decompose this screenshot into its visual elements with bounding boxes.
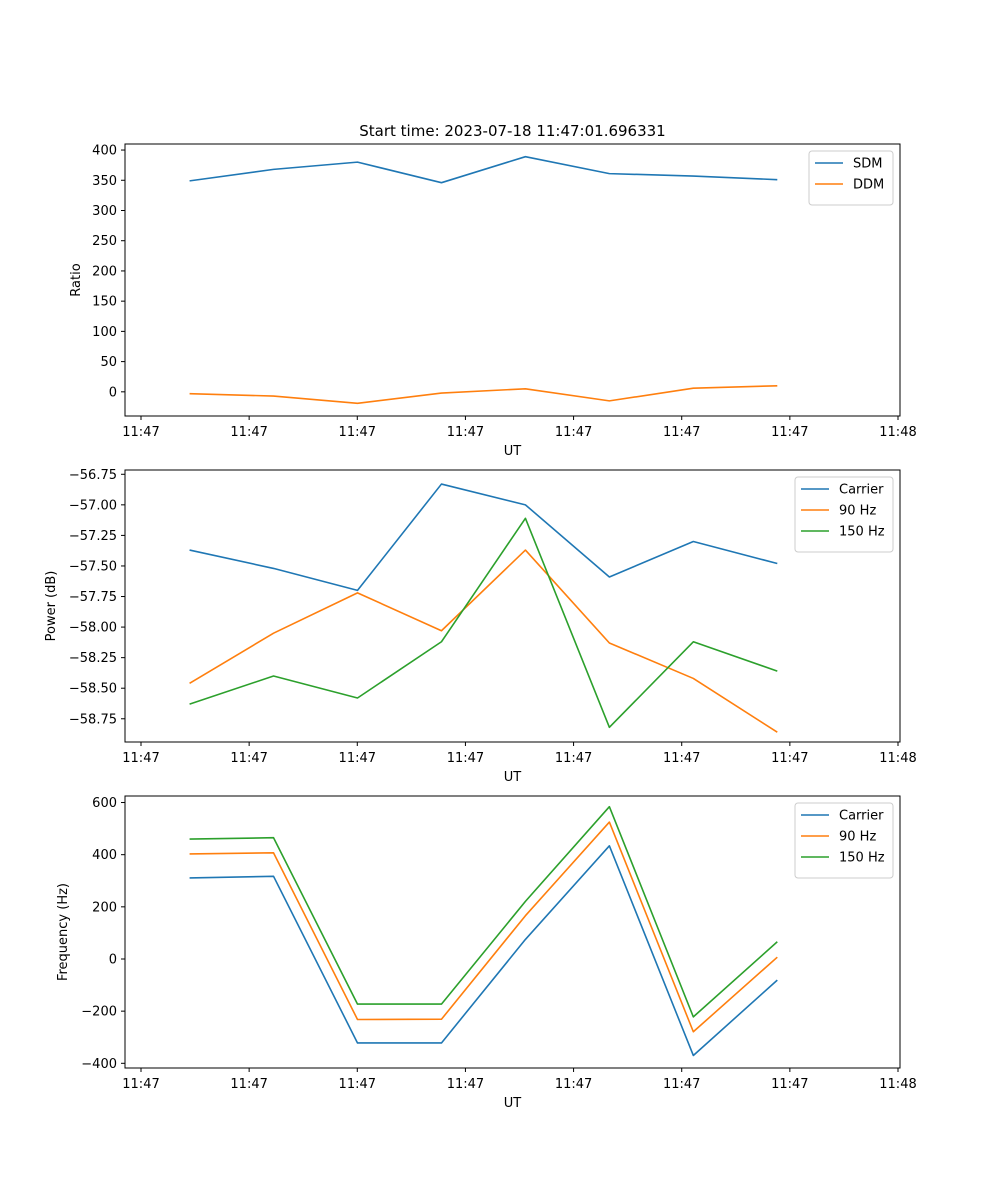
x-tick-label: 11:48 [879, 425, 916, 440]
series-line-ddm [189, 384, 778, 405]
chart-3: 11:47 11:47 11:47 11:47 11:47 11:47 11:47 11:48… [56, 795, 917, 1111]
y-tick-label: 300 [92, 204, 117, 219]
y-tick-label: 50 [100, 355, 117, 370]
legend-label: SDM [853, 157, 882, 172]
y-tick-label: 150 [92, 295, 117, 310]
x-tick-label: 11:47 [122, 1077, 159, 1092]
legend-label: Carrier [839, 809, 884, 824]
x-tick-label: 11:47 [555, 1077, 592, 1092]
y-tick-label: 600 [92, 796, 117, 811]
x-tick-label: 11:47 [122, 425, 159, 440]
y-tick-label: −57.75 [69, 590, 117, 605]
y-tick-label: −58.25 [69, 651, 117, 666]
x-tick-label: 11:47 [230, 751, 267, 766]
x-axis-label: UT [504, 770, 522, 785]
x-tick-label: 11:47 [339, 425, 376, 440]
x-tick-label: 11:47 [447, 1077, 484, 1092]
legend-frame [808, 150, 894, 206]
legend-label: 150 Hz [839, 851, 885, 866]
x-tick-label: 11:47 [663, 1077, 700, 1092]
y-tick-label: −56.75 [69, 468, 117, 483]
legend: Carrier 90 Hz 150 Hz [794, 802, 894, 879]
y-tick-label: 0 [109, 952, 117, 967]
x-tick-label: 11:47 [663, 751, 700, 766]
y-tick-label: −200 [81, 1005, 117, 1020]
legend-label: Carrier [839, 483, 884, 498]
x-tick-label: 11:47 [555, 425, 592, 440]
chart-2: 11:47 11:47 11:47 11:47 11:47 11:47 11:47 11:48… [44, 468, 917, 785]
legend-label: DDM [853, 178, 884, 193]
legend-frame [794, 802, 894, 879]
legend-label: 90 Hz [839, 504, 876, 519]
y-tick-label: 100 [92, 325, 117, 340]
series-line-carrier [189, 845, 778, 1057]
x-tick-label: 11:48 [879, 751, 916, 766]
y-tick-label: 0 [109, 385, 117, 400]
axes-frame [124, 795, 901, 1069]
y-tick-label: −57.00 [69, 498, 117, 513]
y-tick-label: −58.50 [69, 682, 117, 697]
x-tick-label: 11:47 [339, 751, 376, 766]
x-tick-label: 11:47 [771, 1077, 808, 1092]
x-tick-label: 11:48 [879, 1077, 916, 1092]
axes-frame [124, 143, 901, 417]
y-tick-label: 250 [92, 234, 117, 249]
y-tick-label: 350 [92, 174, 117, 189]
x-tick-label: 11:47 [122, 751, 159, 766]
series-line-carrier [189, 483, 778, 592]
series-line-150-hz [189, 805, 778, 1018]
y-tick-label: −400 [81, 1057, 117, 1072]
legend-label: 150 Hz [839, 525, 885, 540]
chart-1: 11:47 11:47 11:47 11:47 11:47 11:47 11:47 11:48… [69, 143, 917, 459]
y-tick-label: 200 [92, 264, 117, 279]
x-tick-label: 11:47 [771, 751, 808, 766]
x-tick-label: 11:47 [339, 1077, 376, 1092]
y-tick-label: 400 [92, 144, 117, 159]
legend-label: 90 Hz [839, 830, 876, 845]
y-axis-label: Ratio [69, 263, 84, 296]
series-line-150-hz [189, 517, 778, 729]
charts: 11:47 11:47 11:47 11:47 11:47 11:47 11:47 11:48… [44, 143, 917, 1111]
x-axis-label: UT [504, 1096, 522, 1111]
y-tick-label: −58.00 [69, 621, 117, 636]
x-tick-label: 11:47 [555, 751, 592, 766]
legend: SDM DDM [808, 150, 894, 206]
x-tick-label: 11:47 [230, 425, 267, 440]
series-line-90-hz [189, 549, 778, 733]
figure-title: Start time: 2023-07-18 11:47:01.696331 [359, 122, 665, 140]
y-axis-label: Frequency (Hz) [56, 883, 71, 981]
series-line-90-hz [189, 821, 778, 1033]
x-tick-label: 11:47 [447, 751, 484, 766]
y-tick-label: −57.50 [69, 559, 117, 574]
x-tick-label: 11:47 [663, 425, 700, 440]
legend-frame [794, 476, 894, 553]
legend: Carrier 90 Hz 150 Hz [794, 476, 894, 553]
y-tick-label: 200 [92, 900, 117, 915]
x-tick-label: 11:47 [771, 425, 808, 440]
y-axis-label: Power (dB) [44, 571, 59, 642]
x-axis-label: UT [504, 444, 522, 459]
y-tick-label: 400 [92, 848, 117, 863]
x-tick-label: 11:47 [447, 425, 484, 440]
y-tick-label: −57.25 [69, 529, 117, 544]
series-line-sdm [189, 155, 778, 184]
x-tick-label: 11:47 [230, 1077, 267, 1092]
y-tick-label: −58.75 [69, 712, 117, 727]
axes-frame [124, 469, 901, 743]
